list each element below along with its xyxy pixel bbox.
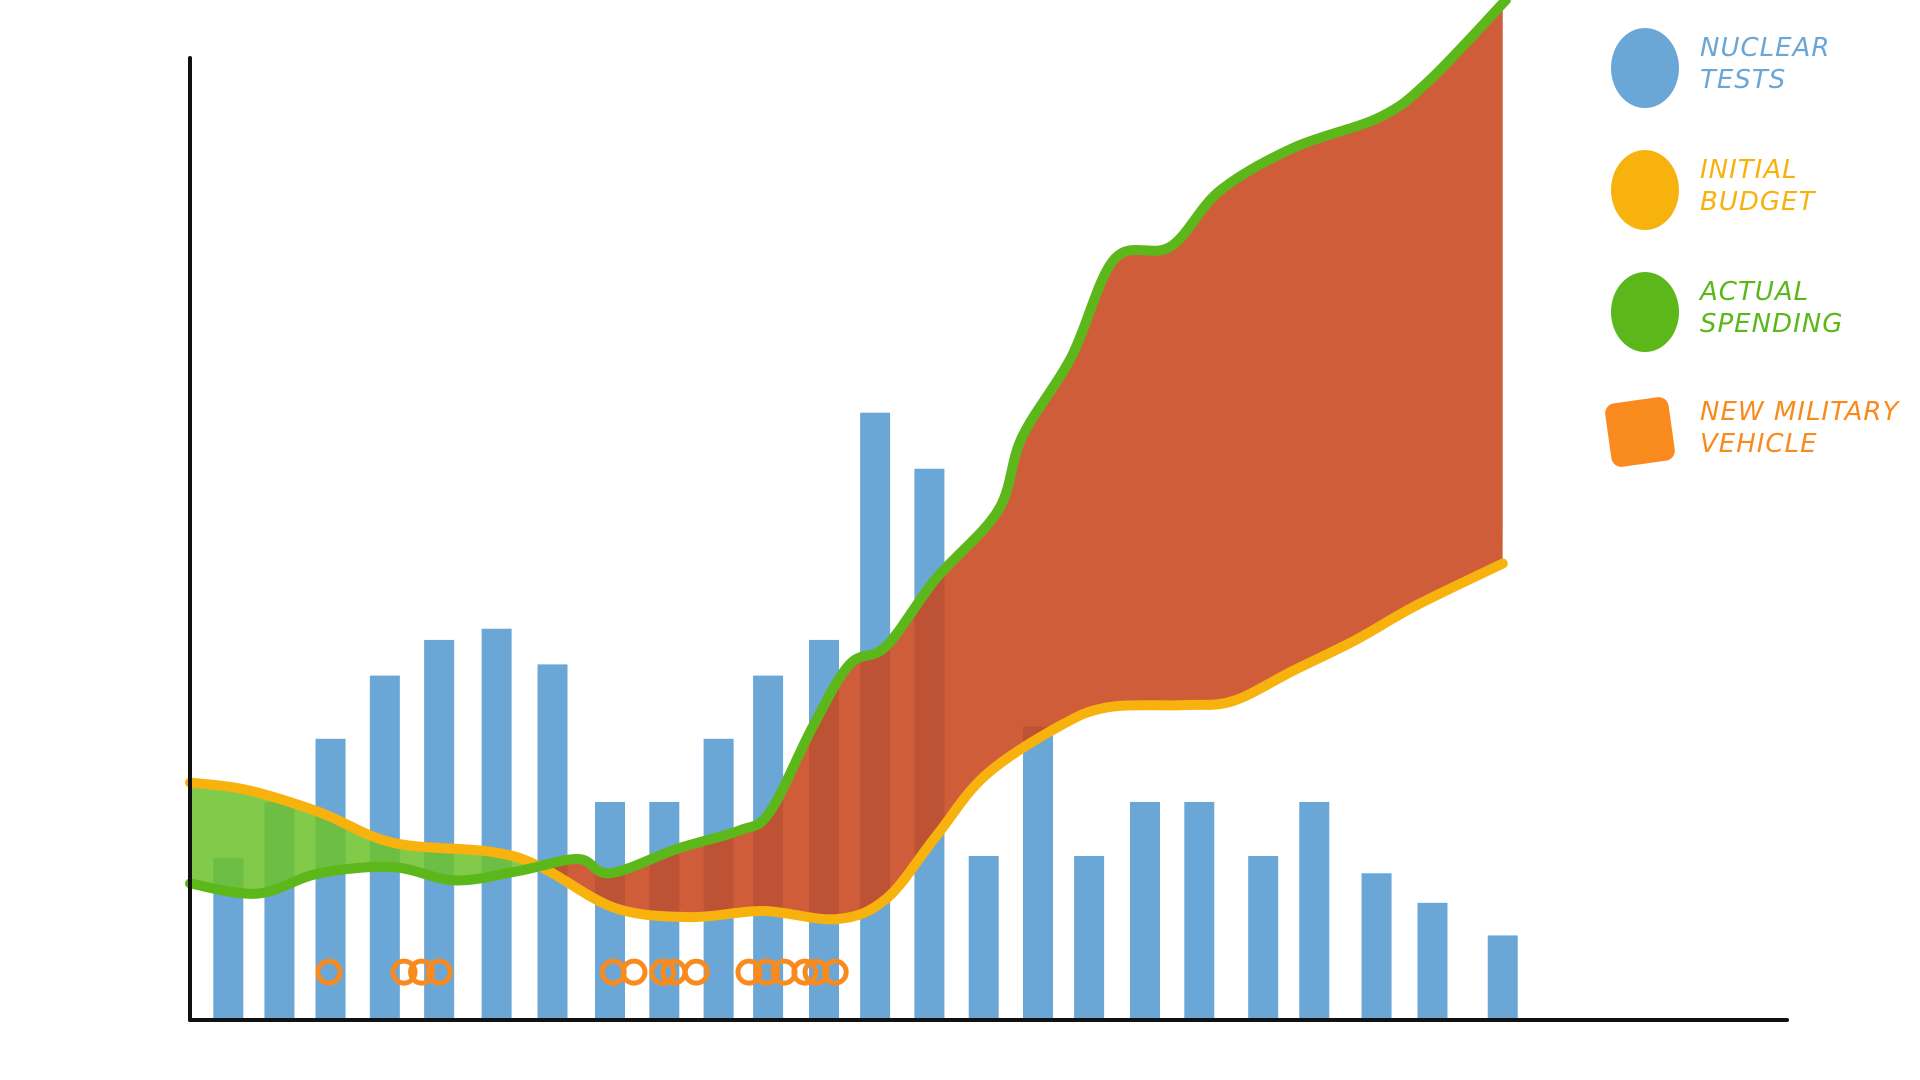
lines	[185, 0, 1511, 986]
legend-label: ACTUAL SPENDING	[1700, 277, 1844, 339]
line	[185, 558, 1508, 925]
legend-swatch	[1611, 150, 1679, 230]
fills	[190, 0, 1503, 920]
legend-label: INITIAL BUDGET	[1700, 155, 1816, 217]
legend-label: NUCLEAR TESTS	[1700, 33, 1831, 95]
bar	[1130, 801, 1161, 1019]
legend-swatch	[1611, 28, 1679, 108]
overspend-area	[190, 0, 1503, 920]
bar	[1248, 855, 1279, 1019]
legend	[1605, 28, 1679, 467]
bar	[968, 855, 999, 1019]
bar	[481, 628, 512, 1019]
marker	[791, 958, 819, 986]
marker	[735, 958, 763, 986]
legend-swatch	[1605, 397, 1675, 467]
legend-label: NEW MILITARY VEHICLE	[1700, 397, 1900, 459]
bar	[1417, 902, 1448, 1019]
bar	[1299, 801, 1330, 1019]
marker	[802, 958, 830, 986]
bar	[1023, 726, 1054, 1019]
bar	[1361, 873, 1392, 1019]
marker	[682, 958, 710, 986]
marker	[390, 958, 418, 986]
marker	[620, 958, 648, 986]
bar	[1074, 855, 1105, 1019]
marker	[315, 958, 343, 986]
line	[185, 0, 1511, 899]
legend-swatch	[1611, 272, 1679, 352]
marker	[425, 958, 453, 986]
marker	[821, 958, 849, 986]
marker	[649, 958, 677, 986]
marker	[408, 958, 436, 986]
bar	[1184, 801, 1215, 1019]
marker	[753, 958, 781, 986]
bar	[537, 664, 568, 1019]
bar	[1487, 935, 1518, 1019]
bar	[424, 639, 455, 1019]
